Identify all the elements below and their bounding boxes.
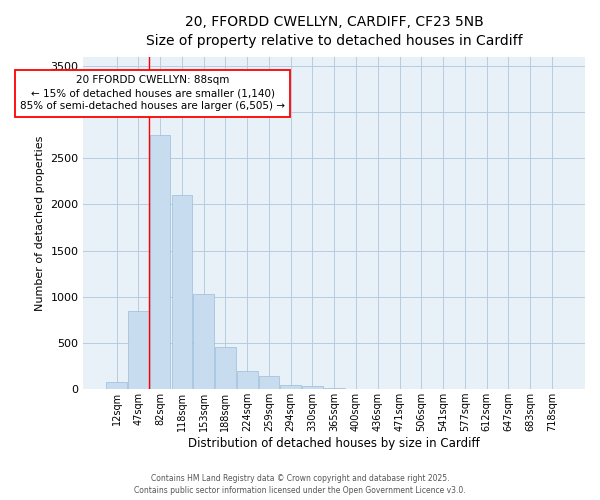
- Text: 20 FFORDD CWELLYN: 88sqm
← 15% of detached houses are smaller (1,140)
85% of sem: 20 FFORDD CWELLYN: 88sqm ← 15% of detach…: [20, 75, 285, 112]
- Bar: [259, 376, 279, 389]
- Y-axis label: Number of detached properties: Number of detached properties: [35, 135, 45, 310]
- Text: Contains HM Land Registry data © Crown copyright and database right 2025.
Contai: Contains HM Land Registry data © Crown c…: [134, 474, 466, 495]
- Bar: [237, 370, 257, 389]
- Bar: [193, 294, 214, 389]
- Bar: [324, 388, 344, 389]
- X-axis label: Distribution of detached houses by size in Cardiff: Distribution of detached houses by size …: [188, 437, 480, 450]
- Bar: [106, 382, 127, 389]
- Title: 20, FFORDD CWELLYN, CARDIFF, CF23 5NB
Size of property relative to detached hous: 20, FFORDD CWELLYN, CARDIFF, CF23 5NB Si…: [146, 15, 523, 48]
- Bar: [215, 346, 236, 389]
- Bar: [128, 310, 149, 389]
- Bar: [150, 135, 170, 389]
- Bar: [302, 386, 323, 389]
- Bar: [280, 384, 301, 389]
- Bar: [172, 195, 192, 389]
